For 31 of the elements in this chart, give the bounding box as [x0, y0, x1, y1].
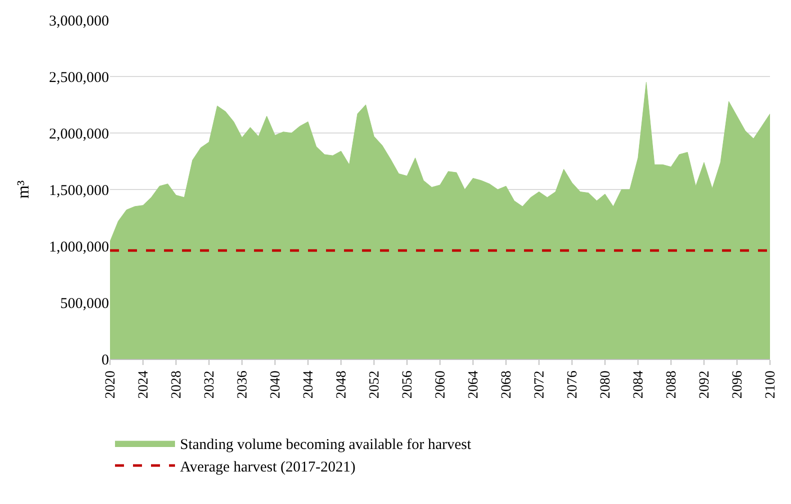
- x-tick-label: 2020: [104, 370, 119, 399]
- x-tick-label: 2076: [566, 370, 581, 399]
- y-tick-label: 1,000,000: [49, 239, 109, 256]
- x-tick-label: 2040: [268, 370, 284, 399]
- x-tick-label: 2072: [532, 370, 548, 399]
- x-tick-label: 2024: [136, 370, 152, 399]
- x-tick-label: 2048: [334, 370, 350, 399]
- x-tick-label: 2056: [400, 370, 416, 399]
- x-tick-label: 2084: [632, 370, 647, 399]
- y-tick-label: 2,000,000: [49, 126, 109, 142]
- x-tick-label: 2068: [500, 370, 515, 399]
- y-axis-title: m³: [14, 180, 33, 199]
- legend-label: Standing volume becoming available for harvest: [180, 436, 472, 453]
- x-tick-label: 2060: [434, 370, 449, 399]
- legend-label: Average harvest (2017-2021): [180, 459, 356, 476]
- x-tick-label: 2032: [202, 370, 218, 399]
- x-tick-label: 2092: [698, 370, 713, 399]
- x-tick-label: 2052: [368, 370, 383, 399]
- x-tick-label: 2088: [664, 370, 680, 399]
- x-tick-label: 2064: [466, 370, 482, 399]
- y-tick-label: 0: [102, 352, 109, 368]
- y-tick-label: 1,500,000: [49, 182, 109, 199]
- x-tick-label: 2080: [598, 370, 614, 399]
- y-tick-label: 3,000,000: [49, 13, 109, 30]
- x-tick-label: 2100: [764, 370, 779, 399]
- x-tick-label: 2036: [236, 370, 251, 399]
- y-tick-label: 2,500,000: [49, 70, 109, 86]
- x-tick-label: 2028: [170, 370, 185, 399]
- x-tick-label: 2096: [730, 370, 746, 399]
- x-tick-label: 2044: [302, 370, 317, 399]
- y-tick-label: 500,000: [60, 296, 109, 312]
